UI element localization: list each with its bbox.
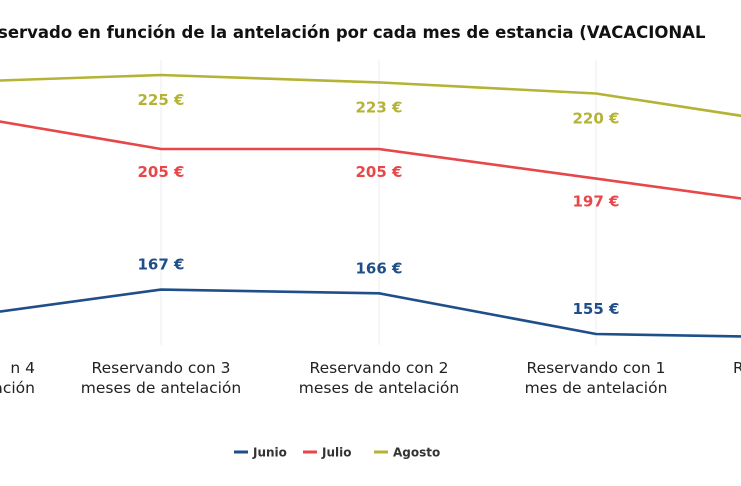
- legend-label-agosto: Agosto: [393, 446, 440, 460]
- data-label-agosto: 225 €: [138, 91, 185, 109]
- category-label: n 4: [10, 359, 35, 377]
- category-label: ación: [0, 379, 35, 397]
- data-label-julio: 205 €: [356, 163, 403, 181]
- category-label: meses de antelación: [299, 379, 459, 397]
- series-line-julio: [0, 120, 741, 200]
- data-label-junio: 155 €: [573, 300, 620, 318]
- category-label: mes de antelación: [525, 379, 668, 397]
- category-label: R: [733, 359, 741, 377]
- data-label-junio: 167 €: [138, 256, 185, 274]
- category-label: Reservando con 2: [310, 359, 449, 377]
- category-label: Reservando con 1: [527, 359, 666, 377]
- data-label-julio: 197 €: [573, 193, 620, 211]
- legend-label-julio: Julio: [321, 446, 351, 460]
- data-label-julio: 205 €: [138, 163, 185, 181]
- data-label-junio: 166 €: [356, 259, 403, 277]
- legend-label-junio: Junio: [252, 446, 287, 460]
- data-label-agosto: 220 €: [573, 110, 620, 128]
- series-line-junio: [0, 288, 741, 338]
- category-label: Reservando con 3: [92, 359, 231, 377]
- chart-title: servado en función de la antelación por …: [0, 23, 706, 42]
- data-label-agosto: 223 €: [356, 98, 403, 116]
- series-line-agosto: [0, 73, 741, 118]
- category-label: meses de antelación: [81, 379, 241, 397]
